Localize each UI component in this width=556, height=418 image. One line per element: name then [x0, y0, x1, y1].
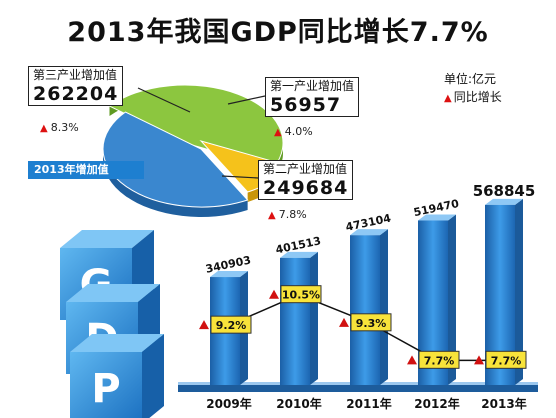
growth-tertiary-value: 8.3%: [50, 121, 79, 134]
growth-value-label: 9.2%: [216, 319, 247, 332]
bar: [350, 235, 380, 385]
x-tick-label: 2012年: [414, 396, 459, 411]
triangle-up-icon: ▲: [40, 123, 48, 134]
callout-primary-label: 第一产业增加值: [270, 79, 355, 93]
bar-top: [418, 214, 456, 221]
bar-value-label: 568845: [473, 182, 536, 200]
growth-label-box: [485, 350, 527, 369]
cube-top: [60, 230, 154, 248]
growth-marker: [199, 320, 209, 330]
pie-chart: [102, 84, 291, 217]
callout-secondary: 第二产业增加值 249684: [258, 160, 354, 200]
callout-tertiary-label: 第三产业增加值: [33, 68, 118, 82]
callout-secondary-label: 第二产业增加值: [263, 162, 348, 176]
growth-label-box: [418, 350, 460, 369]
x-tick-label: 2010年: [276, 396, 321, 411]
bar-base: [178, 385, 538, 392]
triangle-up-icon: ▲: [444, 93, 452, 104]
bar-chart: 3409032009年4015132010年4731042011年5194702…: [178, 182, 538, 411]
growth-value-label: 10.5%: [282, 289, 320, 302]
unit-label: 单位:亿元: [444, 72, 497, 86]
pie-slice: [108, 84, 284, 169]
callout-secondary-value: 249684: [263, 177, 349, 199]
legend-growth-label: 同比增长: [453, 90, 502, 104]
bar-side: [380, 229, 388, 385]
cube-top: [70, 334, 164, 352]
growth-primary: ▲ 4.0%: [274, 125, 313, 138]
cube-side: [142, 334, 164, 418]
growth-label-box: [280, 285, 322, 304]
growth-marker: [407, 355, 417, 365]
growth-marker: [269, 289, 279, 299]
bar-top: [280, 251, 318, 258]
leader-line: [227, 95, 266, 105]
growth-label-box: [210, 315, 252, 334]
growth-marker: [339, 317, 349, 327]
callout-tertiary: 第三产业增加值 262204: [28, 66, 124, 106]
triangle-up-icon: ▲: [274, 127, 282, 138]
callout-primary: 第一产业增加值 56957: [265, 77, 360, 117]
growth-primary-value: 4.0%: [284, 125, 313, 138]
leader-line: [221, 175, 259, 179]
x-tick-label: 2009年: [206, 396, 251, 411]
pie-slice: [102, 111, 249, 208]
growth-secondary: ▲ 7.8%: [268, 208, 307, 221]
growth-value-label: 7.7%: [424, 354, 455, 367]
bar-side: [448, 214, 456, 385]
growth-tertiary: ▲ 8.3%: [40, 121, 79, 134]
bar-side: [310, 251, 318, 385]
x-tick-label: 2011年: [346, 396, 391, 411]
bar-top: [350, 229, 388, 236]
bar-top: [485, 198, 523, 205]
gdp-cubes: GDP: [60, 230, 164, 418]
chart-title: 2013年我国GDP同比增长7.7%: [67, 17, 489, 48]
growth-value-label: 7.7%: [491, 354, 522, 367]
x-tick-label: 2013年: [481, 396, 526, 411]
callout-tertiary-value: 262204: [33, 83, 119, 105]
bar-top: [210, 271, 248, 278]
legend: 单位:亿元 ▲ 同比增长: [444, 70, 502, 108]
cube-face: [70, 352, 142, 418]
callout-primary-value: 56957: [270, 94, 342, 116]
bar: [280, 257, 310, 385]
cube-letter: P: [91, 366, 120, 412]
triangle-up-icon: ▲: [268, 210, 276, 221]
growth-value-label: 9.3%: [356, 317, 387, 330]
growth-secondary-value: 7.8%: [278, 208, 307, 221]
leader-line: [137, 87, 191, 113]
growth-label-box: [350, 313, 392, 332]
pie-label-ribbon: 2013年增加值: [28, 161, 144, 179]
cube-top: [66, 284, 160, 302]
bar-side: [515, 198, 523, 385]
growth-marker: [474, 355, 484, 365]
